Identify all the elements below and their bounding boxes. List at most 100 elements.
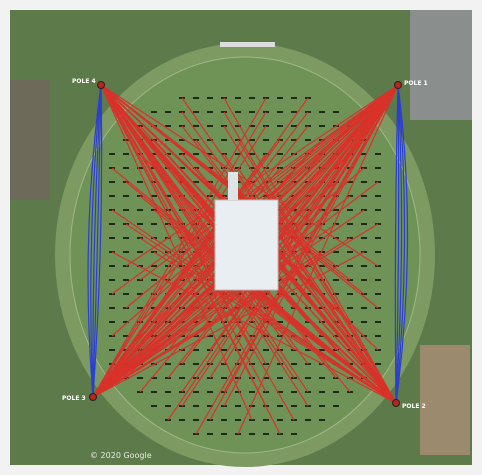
light-mark xyxy=(347,209,353,211)
light-mark xyxy=(263,377,269,379)
light-mark xyxy=(347,251,353,253)
light-mark xyxy=(235,97,241,99)
light-mark xyxy=(193,265,199,267)
light-mark xyxy=(375,167,381,169)
aim-line xyxy=(100,84,309,365)
light-mark xyxy=(347,293,353,295)
light-mark xyxy=(319,349,325,351)
light-mark xyxy=(291,97,297,99)
light-mark xyxy=(305,349,311,351)
light-mark xyxy=(137,209,143,211)
light-mark xyxy=(361,321,367,323)
light-mark xyxy=(347,307,353,309)
light-mark xyxy=(361,307,367,309)
pole-label: POLE 2 xyxy=(402,403,426,410)
aim-line xyxy=(100,84,267,393)
light-mark xyxy=(347,181,353,183)
light-mark xyxy=(109,307,115,309)
light-mark xyxy=(207,405,213,407)
light-mark xyxy=(235,307,241,309)
light-mark xyxy=(277,111,283,113)
light-mark xyxy=(151,307,157,309)
light-mark xyxy=(193,377,199,379)
light-mark xyxy=(123,153,129,155)
light-mark xyxy=(249,363,255,365)
light-mark xyxy=(179,377,185,379)
light-mark xyxy=(235,419,241,421)
light-mark xyxy=(165,153,171,155)
pole-label: POLE 3 xyxy=(62,395,86,402)
light-mark xyxy=(123,167,129,169)
light-mark xyxy=(221,139,227,141)
aim-line xyxy=(125,84,399,309)
light-mark xyxy=(361,237,367,239)
aim-line xyxy=(100,84,309,407)
light-mark xyxy=(109,223,115,225)
light-mark xyxy=(291,209,297,211)
light-mark xyxy=(221,167,227,169)
side-line xyxy=(394,84,399,404)
light-mark xyxy=(137,251,143,253)
light-mark xyxy=(375,335,381,337)
light-mark xyxy=(151,195,157,197)
light-mark xyxy=(249,97,255,99)
aim-line xyxy=(181,84,399,407)
light-mark xyxy=(291,433,297,435)
pole-label: POLE 1 xyxy=(404,80,428,87)
light-mark xyxy=(165,139,171,141)
aim-line xyxy=(111,251,397,404)
pitch-area xyxy=(214,199,279,291)
light-mark xyxy=(221,307,227,309)
light-mark xyxy=(207,111,213,113)
light-mark xyxy=(151,279,157,281)
light-mark xyxy=(151,265,157,267)
light-mark xyxy=(277,97,283,99)
aim-line xyxy=(237,84,399,435)
pole xyxy=(89,393,97,401)
light-mark xyxy=(193,125,199,127)
light-mark xyxy=(193,111,199,113)
pole-label: POLE 4 xyxy=(72,78,96,85)
light-mark xyxy=(207,125,213,127)
light-mark xyxy=(277,279,283,281)
light-mark xyxy=(165,195,171,197)
light-mark xyxy=(207,321,213,323)
side-line xyxy=(87,84,102,398)
light-mark xyxy=(291,111,297,113)
light-mark xyxy=(249,405,255,407)
light-mark xyxy=(193,97,199,99)
light-mark xyxy=(109,279,115,281)
light-mark xyxy=(207,391,213,393)
light-mark xyxy=(221,335,227,337)
light-mark xyxy=(333,279,339,281)
side-line xyxy=(395,84,406,404)
light-mark xyxy=(263,433,269,435)
light-mark xyxy=(221,349,227,351)
light-mark xyxy=(277,125,283,127)
light-mark xyxy=(193,153,199,155)
light-mark xyxy=(193,419,199,421)
side-line xyxy=(90,84,102,398)
light-mark xyxy=(109,195,115,197)
light-mark xyxy=(375,153,381,155)
light-mark xyxy=(179,251,185,253)
light-mark xyxy=(179,419,185,421)
light-mark xyxy=(109,349,115,351)
light-mark xyxy=(361,265,367,267)
parking-lot xyxy=(410,10,472,120)
aim-line xyxy=(100,84,379,267)
light-mark xyxy=(151,153,157,155)
light-mark xyxy=(137,181,143,183)
light-mark xyxy=(151,377,157,379)
light-mark xyxy=(193,405,199,407)
light-mark xyxy=(207,433,213,435)
aim-line xyxy=(92,125,309,398)
light-mark xyxy=(361,279,367,281)
poles: POLE 4 POLE 1 POLE 3 POLE 2 xyxy=(62,78,428,410)
light-mark xyxy=(207,195,213,197)
light-mark xyxy=(361,153,367,155)
light-mark xyxy=(263,293,269,295)
aim-line xyxy=(111,84,399,295)
aim-line xyxy=(92,111,267,398)
